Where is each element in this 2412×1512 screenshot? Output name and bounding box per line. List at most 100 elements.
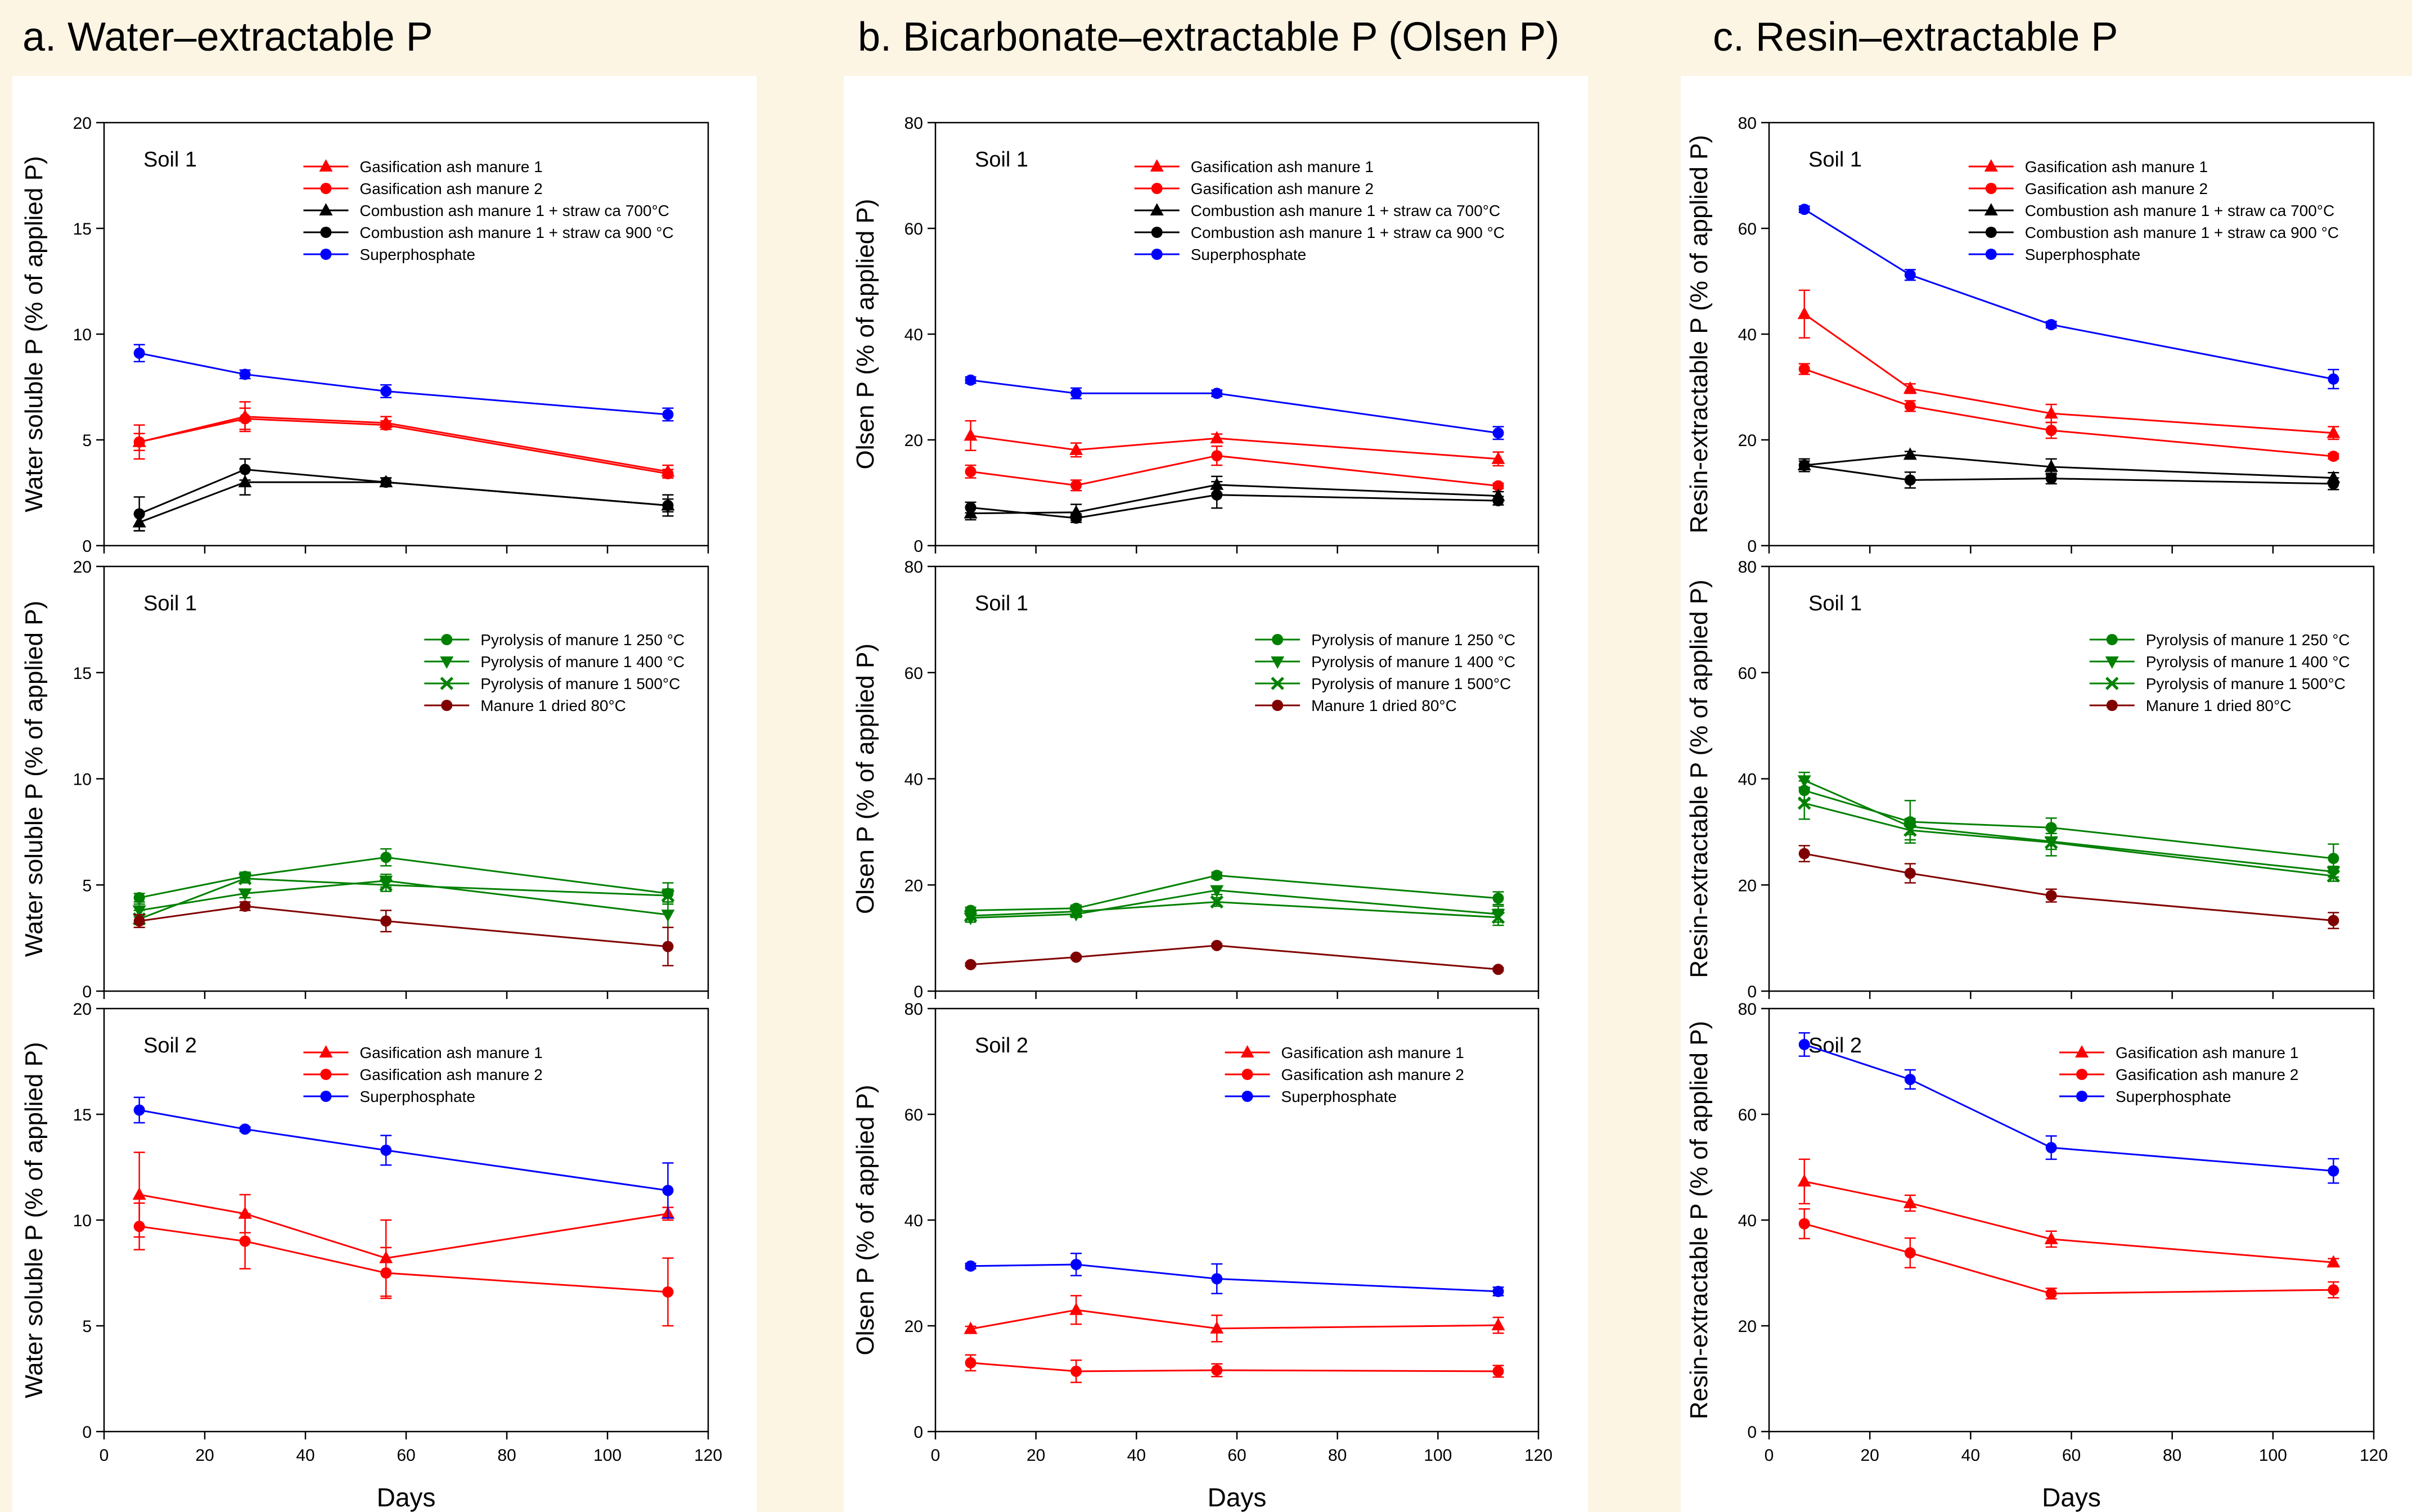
data-point: [2328, 451, 2339, 462]
series-1: [965, 446, 1504, 492]
data-point: [965, 1357, 976, 1369]
legend-marker: [441, 700, 453, 711]
series-line: [1804, 802, 2334, 877]
y-tick-label: 80: [1738, 114, 1757, 133]
series-0: [1797, 289, 2341, 440]
data-point: [1211, 1364, 1223, 1376]
legend-marker: [1985, 183, 1997, 194]
y-tick-label: 0: [914, 983, 923, 1001]
legend-marker: [2106, 634, 2118, 645]
legend-marker: [320, 1091, 332, 1102]
data-point: [1070, 479, 1082, 491]
data-point: [1210, 895, 1224, 909]
legend-marker: [1240, 1045, 1254, 1058]
series-3: [133, 901, 674, 966]
column-title-2: c. Resin–extractable P: [1713, 15, 2118, 60]
legend-marker: [1984, 159, 1998, 172]
chart-2-1: 0 20 40 60 80 Resin-extractable P (% of appli…: [1685, 558, 2375, 1001]
data-point: [1904, 474, 1916, 486]
y-tick-label: 0: [914, 537, 923, 556]
data-point: [380, 1144, 392, 1156]
x-tick-label: 60: [1227, 1446, 1246, 1465]
legend-label: Manure 1 dried 80°C: [480, 697, 626, 714]
data-point: [2044, 459, 2058, 472]
series-line: [970, 1263, 1498, 1293]
legend-label: Gasification ash manure 1: [359, 158, 542, 176]
series-line: [1804, 1043, 2334, 1172]
series-line: [970, 901, 1498, 919]
chart-1-1: 0 20 40 60 80 Olsen P (% of applied P) Soil 1 P…: [852, 558, 1540, 1001]
data-point: [2328, 373, 2339, 385]
data-point: [1798, 848, 1810, 860]
y-tick-label: 20: [73, 1000, 92, 1019]
series-line: [139, 856, 668, 899]
x-tick-label: 20: [195, 1446, 214, 1465]
series-4: [133, 344, 674, 422]
y-tick-label: 80: [904, 114, 923, 133]
legend-marker: [1272, 700, 1284, 711]
series-line: [139, 469, 668, 515]
legend-marker: [2106, 700, 2118, 711]
legend-label: Pyrolysis of manure 1 400 °C: [480, 653, 685, 670]
data-point: [1797, 775, 1811, 788]
soil-label: Soil 2: [975, 1034, 1028, 1058]
data-point: [964, 428, 978, 441]
legend-marker: [320, 227, 332, 238]
series-1: [1798, 1208, 2339, 1300]
data-point: [1492, 480, 1504, 492]
x-tick-label: 80: [1328, 1446, 1347, 1465]
y-tick-label: 40: [904, 771, 923, 789]
y-tick-label: 10: [73, 771, 92, 789]
x-tick-label: 40: [1961, 1446, 1980, 1465]
data-point: [1070, 388, 1082, 399]
legend-marker: [1271, 656, 1285, 669]
data-point: [964, 1321, 978, 1334]
legend-label: Superphosphate: [1281, 1088, 1397, 1105]
legend-marker: [1151, 183, 1163, 194]
column-background-2: [1681, 76, 2412, 1512]
legend-label: Gasification ash manure 1: [2116, 1044, 2298, 1061]
data-point: [1492, 1365, 1504, 1377]
series-line: [970, 874, 1498, 912]
data-point: [1070, 1258, 1082, 1270]
data-point: [1211, 939, 1223, 951]
series-3: [1798, 460, 2339, 490]
data-point: [1798, 1218, 1810, 1230]
series-line: [970, 1362, 1498, 1372]
data-point: [2044, 835, 2058, 849]
legend-marker: [319, 203, 333, 215]
series-line: [970, 944, 1498, 970]
y-tick-label: 20: [1738, 431, 1757, 450]
y-axis-label: Olsen P (% of applied P): [852, 644, 879, 914]
data-point: [662, 1185, 674, 1196]
legend: Gasification ash manure 1 Gasification as…: [1134, 158, 1505, 263]
legend: Gasification ash manure 1 Gasification as…: [2059, 1044, 2298, 1105]
data-point: [2328, 478, 2339, 490]
chart-1-0: 0 20 40 60 80 Olsen P (% of applied P) Soil 1 G…: [852, 114, 1540, 556]
series-0: [964, 1295, 1505, 1343]
chart-0-2: 0 5 10 15 20 0 20 40 60 80 100 120 Water soluble P (…: [20, 1000, 722, 1465]
series-line: [139, 352, 668, 416]
series-line: [139, 416, 668, 472]
legend-marker: [320, 183, 332, 194]
legend-label: Pyrolysis of manure 1 500°C: [2146, 675, 2346, 692]
data-point: [239, 464, 251, 475]
data-point: [1903, 1195, 1917, 1208]
x-tick-label: 0: [100, 1446, 109, 1465]
series-1: [133, 407, 674, 480]
data-point: [2328, 915, 2339, 926]
y-tick-label: 80: [904, 1000, 923, 1019]
legend-label: Superphosphate: [2116, 1088, 2231, 1105]
x-tick-label: 80: [497, 1446, 516, 1465]
legend-label: Pyrolysis of manure 1 250 °C: [2146, 631, 2350, 649]
legend-marker: [1150, 203, 1164, 215]
legend-label: Pyrolysis of manure 1 400 °C: [2146, 653, 2350, 670]
y-tick-label: 10: [73, 1212, 92, 1230]
series-line: [139, 417, 668, 475]
legend-marker: [1151, 249, 1163, 260]
series-line: [139, 1194, 668, 1259]
y-axis-label: Water soluble P (% of applied P): [20, 156, 48, 512]
series-4: [965, 374, 1504, 440]
data-point: [1798, 204, 1810, 215]
